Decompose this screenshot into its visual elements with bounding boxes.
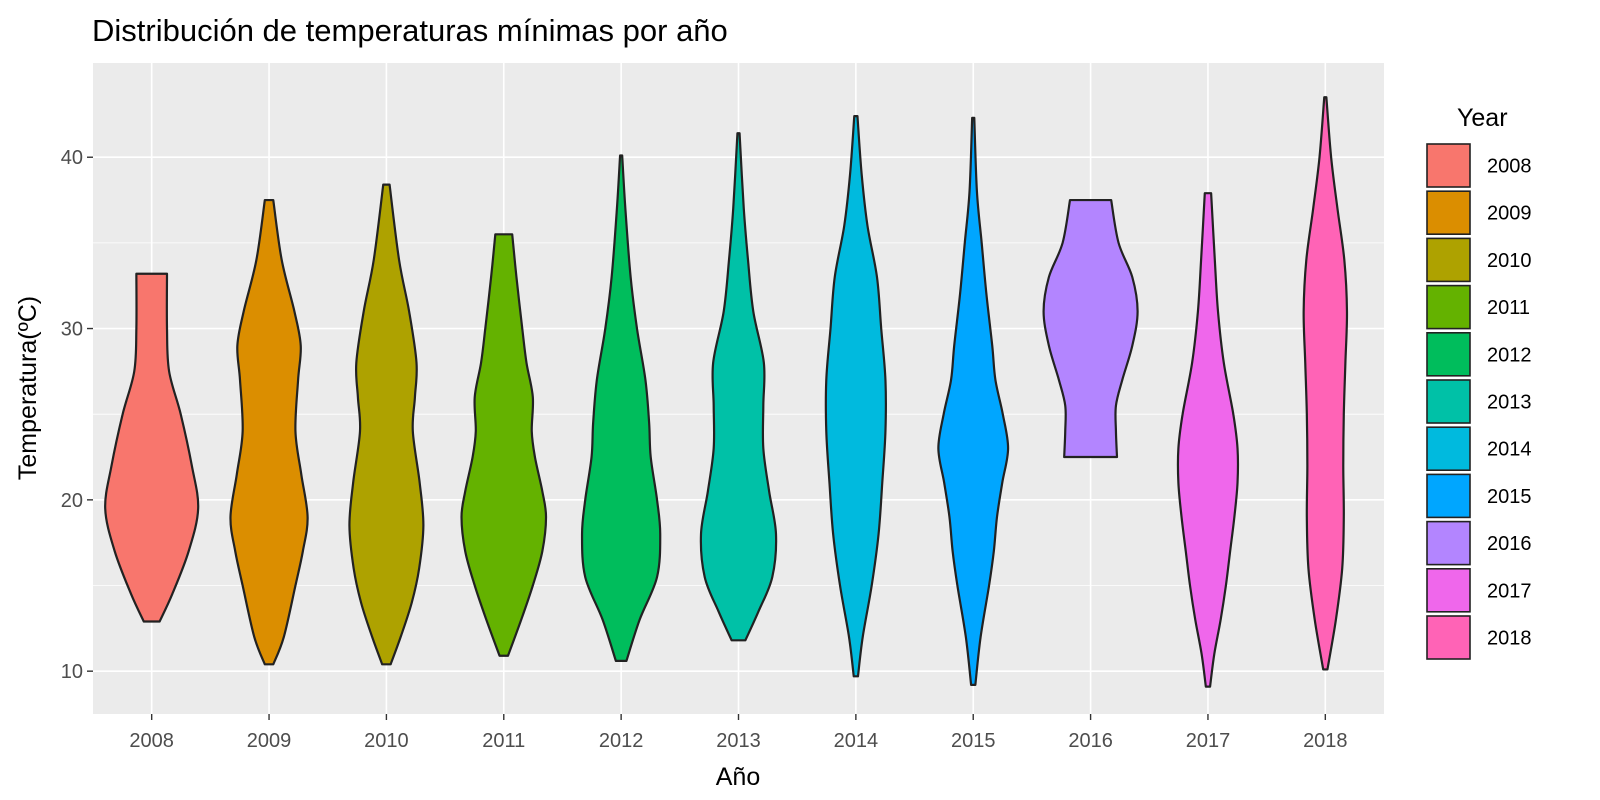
violin-2013 [699, 132, 778, 642]
violin-2008 [104, 272, 200, 623]
violin-layer [104, 96, 1349, 688]
legend-key-2017 [1426, 567, 1471, 613]
legend-key-2013 [1426, 379, 1471, 424]
legend-label-2015: 2015 [1487, 486, 1532, 508]
x-tick-label: 2011 [482, 730, 525, 752]
violin-2018 [1302, 96, 1349, 671]
x-tick-label: 2017 [1186, 730, 1231, 752]
legend-label-2011: 2011 [1487, 297, 1530, 319]
y-tick-label: 20 [61, 490, 83, 512]
legend-key-2009 [1426, 190, 1471, 235]
violin-2015 [937, 116, 1010, 686]
legend-key-2018 [1426, 615, 1471, 660]
x-tick-label: 2012 [599, 730, 644, 752]
y-tick-label: 40 [61, 147, 83, 169]
violin-2012 [580, 154, 662, 662]
x-tick-label: 2009 [247, 730, 292, 752]
legend-key-2016 [1426, 520, 1471, 566]
y-axis-title: Temperatura(ºC) [14, 296, 42, 480]
x-tick-label: 2013 [716, 730, 761, 752]
legend-label-2016: 2016 [1487, 533, 1532, 555]
legend-key-2008 [1426, 143, 1471, 188]
legend-label-2017: 2017 [1487, 580, 1532, 602]
legend-label-2008: 2008 [1487, 156, 1532, 178]
x-tick-label: 2010 [364, 730, 409, 752]
legend-label-2014: 2014 [1487, 439, 1532, 461]
violin-2017 [1176, 192, 1240, 688]
y-tick-label: 10 [61, 661, 83, 683]
legend-key-2011 [1426, 284, 1471, 330]
x-axis-title: Año [716, 763, 760, 791]
violin-2009 [229, 198, 309, 666]
violin-2010 [348, 183, 425, 666]
legend-label-2012: 2012 [1487, 344, 1532, 366]
legend-label-2018: 2018 [1487, 628, 1532, 650]
violin-2011 [460, 233, 548, 657]
violin-2016 [1042, 198, 1139, 459]
legend-key-2010 [1426, 237, 1471, 283]
legend-label-2010: 2010 [1487, 250, 1532, 272]
legend: Year 2008 2009 2010 2011 2012 2013 2014 2015 201… [1426, 104, 1532, 660]
x-tick-label: 2015 [951, 730, 996, 752]
violin-2014 [824, 115, 888, 678]
x-tick-label: 2008 [129, 730, 174, 752]
y-axis: 10 20 30 40 [61, 147, 93, 683]
legend-key-2012 [1426, 331, 1471, 377]
legend-label-2009: 2009 [1487, 203, 1532, 225]
legend-label-2013: 2013 [1487, 392, 1532, 414]
chart-title: Distribución de temperaturas mínimas por… [92, 13, 728, 48]
x-tick-label: 2016 [1068, 730, 1113, 752]
y-tick-label: 30 [61, 319, 83, 341]
x-tick-label: 2018 [1303, 730, 1348, 752]
x-tick-label: 2014 [834, 730, 879, 752]
legend-key-2015 [1426, 473, 1471, 519]
legend-title: Year [1457, 104, 1508, 132]
x-axis: 2008 2009 2010 2011 2012 2013 2014 2015 2016 2017… [129, 714, 1348, 752]
legend-key-2014 [1426, 426, 1471, 472]
